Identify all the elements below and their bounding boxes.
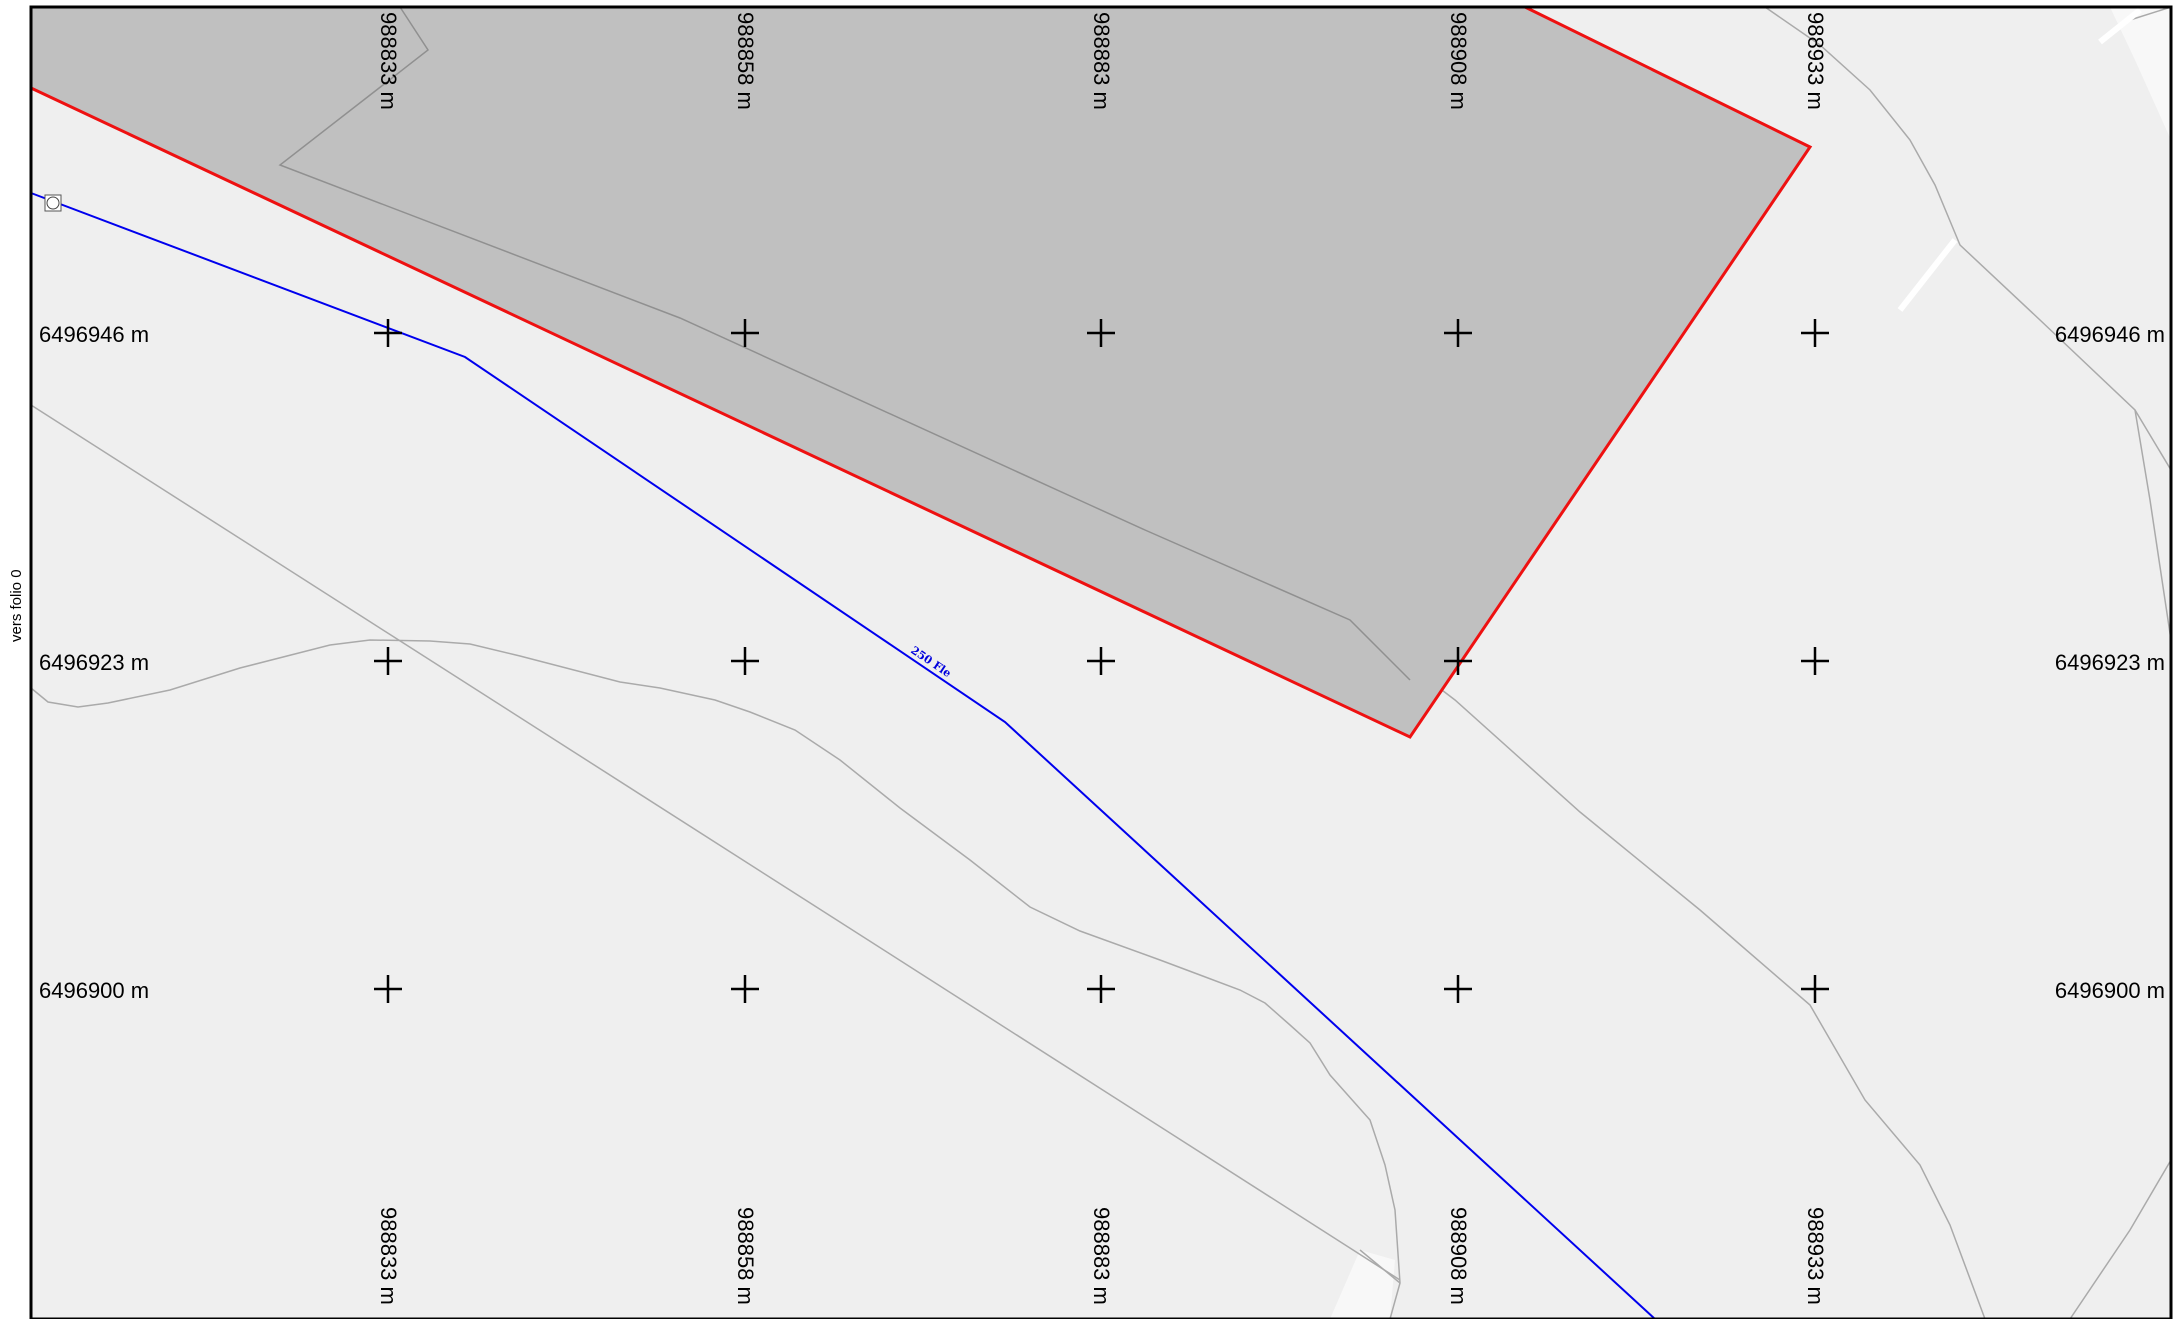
grid-cross	[374, 975, 402, 1003]
parcel-outline[interactable]	[30, 5, 1813, 739]
grid-cross	[1087, 975, 1115, 1003]
grid-cross	[1444, 319, 1472, 347]
easting-label: 988833 m	[376, 1207, 401, 1305]
side-label: vers folio 0	[8, 569, 25, 642]
grid-crosses	[374, 319, 1829, 1003]
road-stroke	[1897, 238, 1958, 312]
grid-cross	[1444, 975, 1472, 1003]
northing-labels-left: 6496946 m 6496923 m 6496900 m	[39, 322, 149, 1003]
grid-cross	[1087, 647, 1115, 675]
easting-labels-top: 988833 m 988858 m 988883 m 988908 m 9889…	[376, 12, 1828, 110]
easting-label: 988908 m	[1446, 1207, 1471, 1305]
easting-label: 988883 m	[1089, 12, 1114, 110]
node-marker-circle	[46, 196, 60, 210]
northing-label: 6496946 m	[2055, 322, 2165, 347]
grid-cross	[1801, 647, 1829, 675]
grid-cross	[1087, 319, 1115, 347]
easting-label: 988833 m	[376, 12, 401, 110]
easting-label: 988858 m	[733, 12, 758, 110]
easting-label: 988883 m	[1089, 1207, 1114, 1305]
northing-label: 6496946 m	[39, 322, 149, 347]
grid-cross	[1801, 319, 1829, 347]
grid-cross	[731, 975, 759, 1003]
easting-label: 988933 m	[1803, 1207, 1828, 1305]
road-stroke-top	[2098, 7, 2142, 45]
map-frame	[29, 5, 2173, 1319]
grid-cross	[1801, 975, 1829, 1003]
network-line[interactable]	[30, 192, 1656, 1319]
easting-label: 988908 m	[1446, 12, 1471, 110]
grid-cross	[731, 647, 759, 675]
northing-label: 6496900 m	[2055, 978, 2165, 1003]
easting-labels-bottom: 988833 m 988858 m 988883 m 988908 m 9889…	[376, 1207, 1828, 1305]
grid-cross	[374, 647, 402, 675]
northing-label: 6496900 m	[39, 978, 149, 1003]
parcel-inner-boundary	[278, 6, 1411, 681]
grid-cross	[374, 319, 402, 347]
easting-label: 988933 m	[1803, 12, 1828, 110]
northing-label: 6496923 m	[39, 650, 149, 675]
grid-cross	[1444, 647, 1472, 675]
northing-labels-right: 6496946 m 6496923 m 6496900 m	[2055, 322, 2165, 1003]
parcel-polygon[interactable]	[31, 7, 1810, 737]
northing-label: 6496923 m	[2055, 650, 2165, 675]
grid-cross	[731, 319, 759, 347]
easting-label: 988858 m	[733, 1207, 758, 1305]
